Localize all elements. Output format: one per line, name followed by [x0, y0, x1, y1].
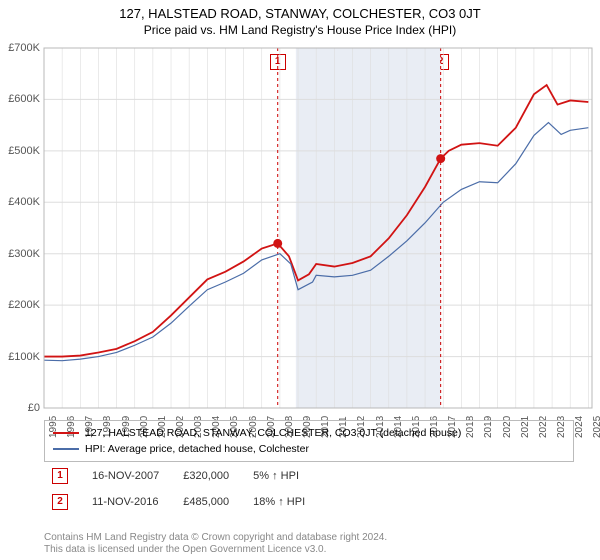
y-tick-label: £100K: [0, 351, 40, 363]
tx-delta: 18% ↑ HPI: [247, 490, 321, 514]
chart-plot: [44, 48, 592, 408]
transaction-row: 1 16-NOV-2007£320,0005% ↑ HPI: [46, 464, 321, 488]
license-line1: Contains HM Land Registry data © Crown c…: [44, 532, 387, 544]
legend-swatch-red: [53, 432, 79, 434]
row-marker-badge: 2: [52, 494, 68, 510]
y-tick-label: £600K: [0, 93, 40, 105]
license-line2: This data is licensed under the Open Gov…: [44, 544, 387, 556]
chart-svg: [44, 48, 592, 408]
y-tick-label: £400K: [0, 196, 40, 208]
legend: 127, HALSTEAD ROAD, STANWAY, COLCHESTER,…: [44, 420, 574, 462]
y-tick-label: £700K: [0, 42, 40, 54]
tx-date: 16-NOV-2007: [86, 464, 175, 488]
legend-row-1: 127, HALSTEAD ROAD, STANWAY, COLCHESTER,…: [53, 425, 565, 441]
title-line2: Price paid vs. HM Land Registry's House …: [0, 23, 600, 37]
transaction-row: 2 11-NOV-2016£485,00018% ↑ HPI: [46, 490, 321, 514]
legend-swatch-blue: [53, 448, 79, 450]
row-marker-badge: 1: [52, 468, 68, 484]
legend-row-2: HPI: Average price, detached house, Colc…: [53, 441, 565, 457]
title-line1: 127, HALSTEAD ROAD, STANWAY, COLCHESTER,…: [0, 6, 600, 21]
y-tick-label: £500K: [0, 145, 40, 157]
transactions-table: 1 16-NOV-2007£320,0005% ↑ HPI 2 11-NOV-2016…: [44, 462, 323, 516]
x-tick-label: 2024: [574, 416, 585, 438]
tx-price: £485,000: [177, 490, 245, 514]
tx-delta: 5% ↑ HPI: [247, 464, 321, 488]
legend-label-2: HPI: Average price, detached house, Colc…: [85, 441, 309, 457]
y-tick-label: £200K: [0, 299, 40, 311]
y-tick-label: £0: [0, 402, 40, 414]
tx-date: 11-NOV-2016: [86, 490, 175, 514]
x-tick-label: 2025: [592, 416, 600, 438]
y-tick-label: £300K: [0, 248, 40, 260]
tx-price: £320,000: [177, 464, 245, 488]
legend-label-1: 127, HALSTEAD ROAD, STANWAY, COLCHESTER,…: [85, 425, 461, 441]
license-text: Contains HM Land Registry data © Crown c…: [44, 532, 387, 556]
